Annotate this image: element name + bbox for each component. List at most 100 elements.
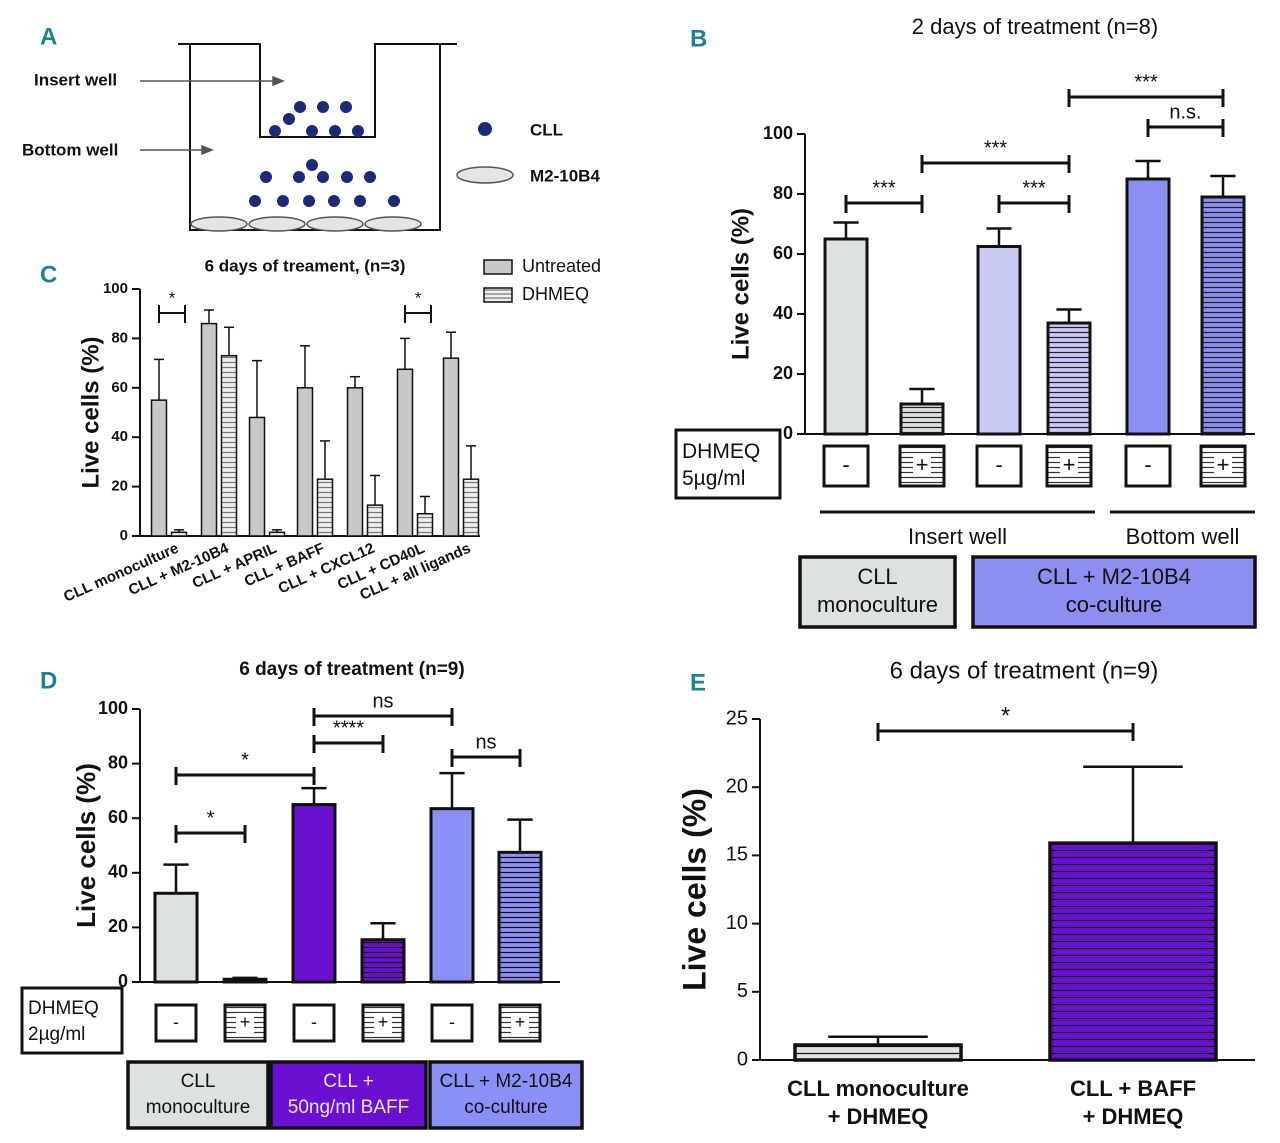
treatment-mark-bg bbox=[511, 1013, 529, 1033]
treatment-mark-bg bbox=[990, 456, 1008, 476]
treatment-label-box bbox=[674, 428, 782, 500]
x-tick-label: + bbox=[916, 452, 929, 477]
significance-label: * bbox=[241, 749, 249, 771]
condition-label: CLL + M2-10B4 co-culture bbox=[1037, 564, 1191, 617]
treatment-mark-bg bbox=[374, 1013, 392, 1033]
significance-label: * bbox=[415, 288, 422, 307]
bar bbox=[200, 322, 218, 537]
y-tick-label: 40 bbox=[111, 428, 128, 445]
significance-label: n.s. bbox=[1169, 101, 1201, 123]
significance-label: ns bbox=[475, 731, 496, 753]
x-tick-label: + bbox=[1217, 452, 1230, 477]
treatment-mark-bg bbox=[1214, 456, 1232, 476]
legend-label: M2-10B4 bbox=[530, 166, 600, 185]
treatment-mark-bg bbox=[443, 1013, 461, 1033]
bar bbox=[1048, 841, 1218, 1062]
significance-bracket bbox=[404, 305, 432, 323]
bar bbox=[220, 354, 238, 537]
treatment-mark-bg bbox=[167, 1013, 185, 1033]
condition-label: CLL + M2-10B4 co-culture bbox=[440, 1071, 573, 1118]
bar bbox=[268, 531, 286, 537]
y-tick-label: 0 bbox=[120, 527, 128, 544]
y-tick-label: 100 bbox=[763, 123, 793, 143]
panel: E 6 days of treatment (n=9) Live cells (%)… bbox=[676, 657, 1255, 1129]
y-tick-label: 40 bbox=[773, 303, 793, 323]
diagram-label: Bottom well bbox=[22, 140, 118, 159]
condition-box bbox=[798, 555, 957, 629]
y-axis-label: Live cells (%) bbox=[71, 763, 101, 928]
significance-label: *** bbox=[1022, 177, 1046, 199]
x-tick-label: + bbox=[515, 1012, 526, 1032]
bar bbox=[1125, 177, 1171, 436]
treatment-mark-bg bbox=[305, 1013, 323, 1033]
bar bbox=[429, 807, 475, 984]
x-tick-label: - bbox=[311, 1012, 317, 1032]
insert-well bbox=[178, 43, 457, 138]
treatment-box bbox=[361, 1003, 405, 1043]
y-tick-label: 100 bbox=[103, 280, 128, 297]
y-tick-label: 5 bbox=[737, 980, 748, 1002]
x-tick-label: CLL + BAFF + DHMEQ bbox=[1070, 1076, 1196, 1129]
significance-label: * bbox=[1001, 702, 1010, 729]
y-tick-label: 60 bbox=[111, 379, 128, 396]
chart-title: 6 days of treament, (n=3) bbox=[205, 256, 406, 275]
chart-title: 6 days of treatment (n=9) bbox=[239, 659, 464, 680]
significance-label: *** bbox=[1134, 71, 1158, 93]
significance-bracket bbox=[920, 155, 1071, 173]
diagram: A Insert well Bottom well CLL M2-10B4 bbox=[22, 23, 600, 232]
treatment-label: DHMEQ 5µg/ml bbox=[682, 439, 760, 489]
bar bbox=[1046, 321, 1092, 436]
treatment-mark-bg bbox=[1060, 456, 1078, 476]
treatment-label: DHMEQ 2µg/ml bbox=[28, 998, 99, 1045]
bar bbox=[366, 504, 384, 537]
x-tick-label: CLL monoculture + DHMEQ bbox=[787, 1076, 969, 1129]
panel: C 6 days of treament, (n=3) Live cells (%)… bbox=[40, 256, 601, 606]
x-tick-label: - bbox=[449, 1012, 455, 1032]
bar bbox=[222, 977, 268, 984]
significance-bracket bbox=[997, 195, 1071, 213]
stroma-cells bbox=[190, 216, 422, 232]
y-tick-label: 20 bbox=[108, 916, 128, 936]
y-tick-label: 0 bbox=[783, 423, 793, 443]
panel-label: E bbox=[690, 669, 706, 696]
y-axis-label: Live cells (%) bbox=[77, 336, 104, 488]
bar bbox=[248, 416, 266, 537]
chart-title: 6 days of treatment (n=9) bbox=[890, 657, 1159, 684]
treatment-mark-bg bbox=[913, 456, 931, 476]
condition-box bbox=[971, 555, 1257, 629]
chart-title: 2 days of treatment (n=8) bbox=[912, 14, 1158, 39]
bar bbox=[823, 237, 869, 436]
bar bbox=[497, 850, 543, 984]
panel: D 6 days of treatment (n=9) Live cells (%)… bbox=[20, 659, 584, 1130]
x-tick-label: - bbox=[842, 452, 849, 477]
significance-label: * bbox=[207, 807, 215, 829]
y-tick-label: 15 bbox=[726, 844, 748, 866]
y-axis-label: Live cells (%) bbox=[676, 788, 712, 991]
bottom-well bbox=[189, 44, 441, 231]
condition-label: CLL +50ng/ml BAFF bbox=[288, 1071, 409, 1118]
bar bbox=[396, 368, 414, 537]
bar bbox=[442, 357, 460, 537]
y-tick-label: 60 bbox=[108, 807, 128, 827]
y-tick-label: 20 bbox=[111, 478, 128, 495]
x-tick-label: - bbox=[1144, 452, 1151, 477]
significance-label: *** bbox=[872, 177, 896, 199]
panel: B 2 days of treatment (n=8) Live cells (%)… bbox=[674, 14, 1257, 629]
significance-label: *** bbox=[984, 137, 1008, 159]
treatment-mark-bg bbox=[1139, 456, 1157, 476]
bar bbox=[462, 478, 480, 537]
bar bbox=[976, 245, 1022, 436]
bar bbox=[899, 402, 945, 436]
significance-bracket bbox=[1146, 119, 1225, 137]
legend-swatch bbox=[483, 287, 513, 303]
y-tick-label: 10 bbox=[726, 912, 748, 934]
significance-bracket bbox=[876, 723, 1135, 741]
bar bbox=[416, 513, 434, 537]
significance-label: * bbox=[169, 288, 176, 307]
significance-bracket bbox=[174, 825, 247, 843]
significance-bracket bbox=[844, 195, 924, 213]
group-label: Bottom well bbox=[1126, 524, 1240, 549]
significance-bracket bbox=[312, 708, 454, 726]
treatment-label-box bbox=[20, 986, 124, 1055]
